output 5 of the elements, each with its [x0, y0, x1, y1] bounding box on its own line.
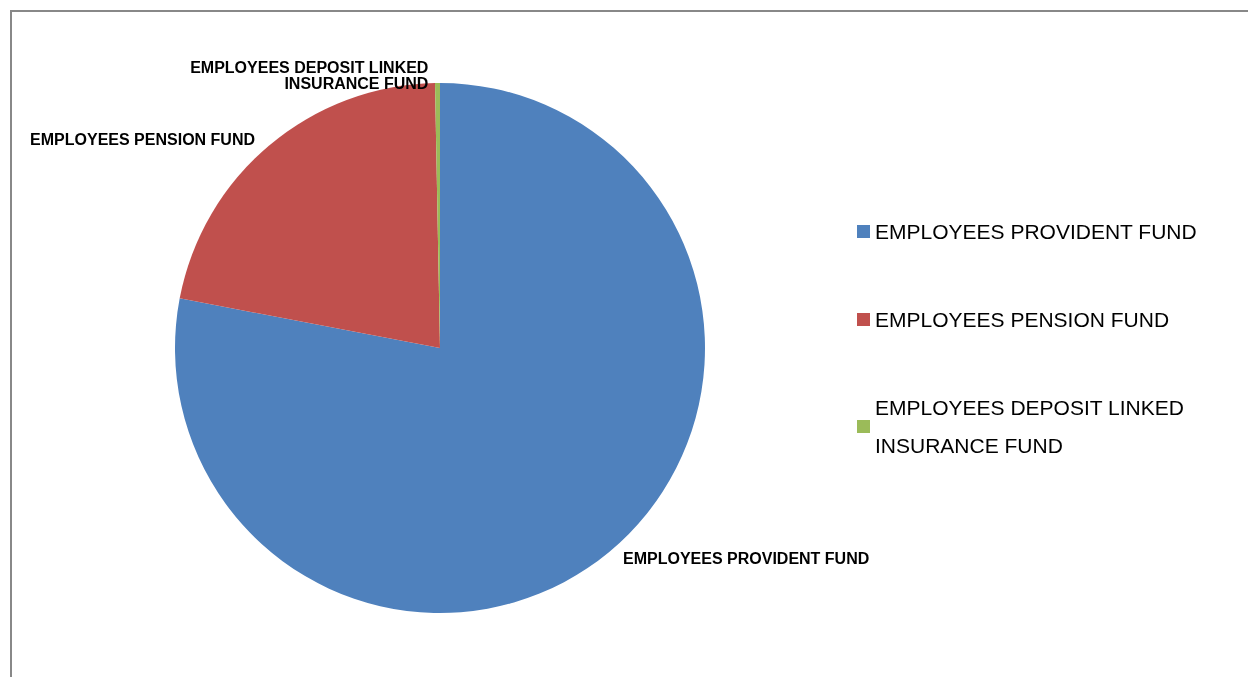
legend-label: EMPLOYEES DEPOSIT LINKED INSURANCE FUND	[875, 396, 1190, 457]
legend-label: EMPLOYEES PENSION FUND	[875, 308, 1170, 331]
slice-label: EMPLOYEES PENSION FUND	[30, 130, 256, 148]
slice-label: EMPLOYEES PROVIDENT FUND	[623, 549, 870, 567]
legend-label: EMPLOYEES PROVIDENT FUND	[875, 220, 1197, 243]
